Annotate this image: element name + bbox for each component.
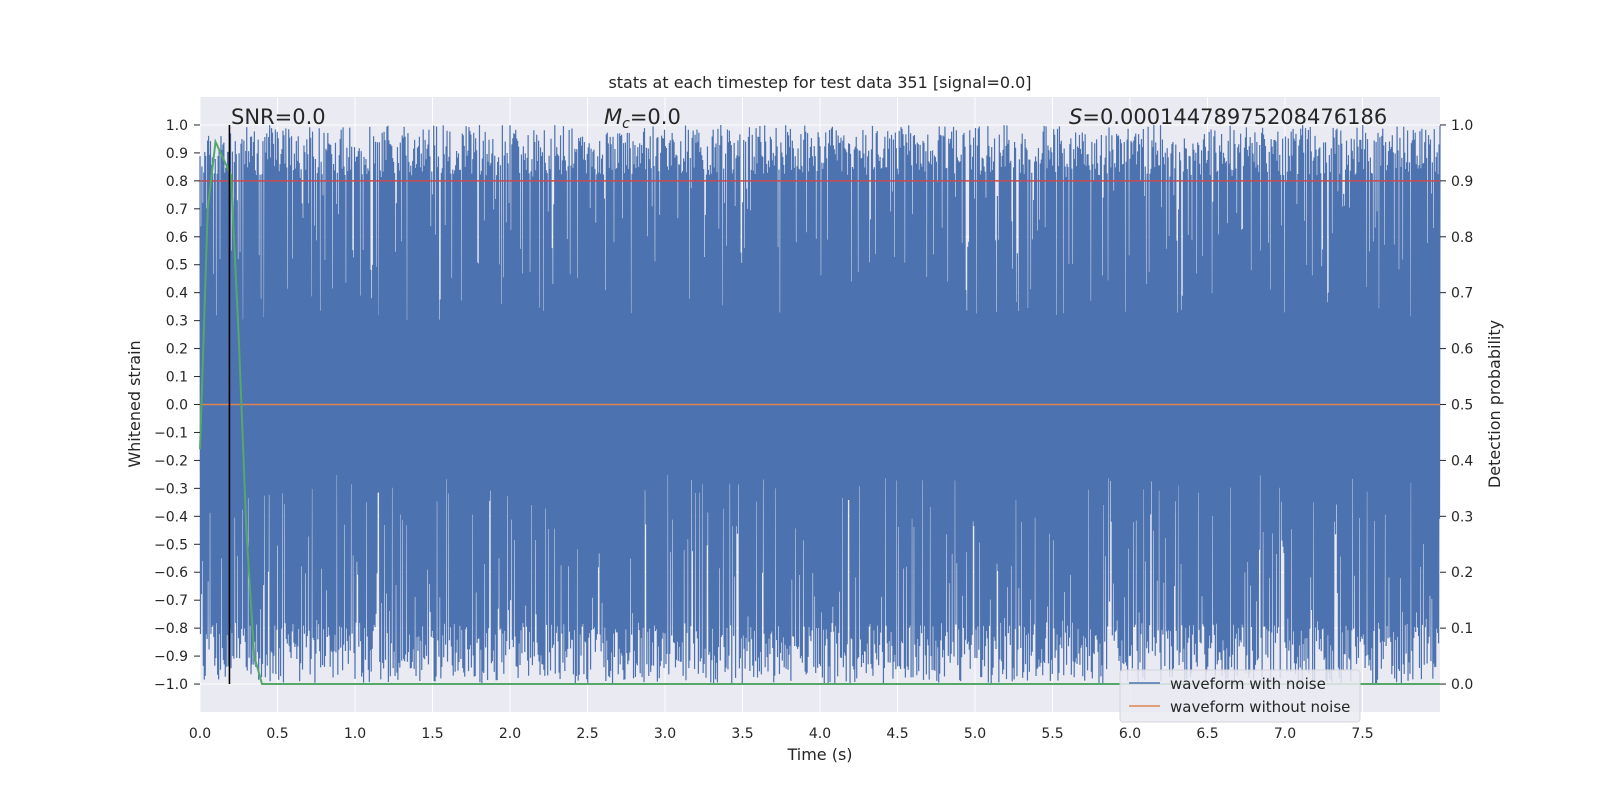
mc-symbol: M <box>604 105 622 129</box>
x-tick-label: 6.0 <box>1119 726 1141 742</box>
x-tick-label: 7.0 <box>1274 726 1296 742</box>
y-tick-label: −0.1 <box>154 425 188 441</box>
y-tick-label: 0.0 <box>166 398 188 414</box>
y-tick-label: −0.5 <box>154 537 188 553</box>
chart-title: stats at each timestep for test data 351… <box>608 73 1031 92</box>
y2-tick-label: 0.2 <box>1451 565 1473 581</box>
x-tick-label: 1.0 <box>344 726 366 742</box>
legend-box <box>1119 669 1361 723</box>
y-tick-label: −0.8 <box>154 621 188 637</box>
x-tick-label: 1.5 <box>421 726 443 742</box>
x-tick-label: 7.5 <box>1351 726 1373 742</box>
y2-tick-label: 0.8 <box>1451 230 1473 246</box>
y2-tick-label: 0.3 <box>1451 509 1473 525</box>
mc-annotation: Mc=0.0 <box>604 105 681 132</box>
y-tick-label: −0.2 <box>154 453 188 469</box>
y2-tick-label: 0.1 <box>1451 621 1473 637</box>
y-tick-label: −1.0 <box>154 677 188 693</box>
x-tick-label: 0.0 <box>189 726 211 742</box>
x-tick-label: 5.0 <box>964 726 986 742</box>
y-tick-label: −0.6 <box>154 565 188 581</box>
y-tick-label: 0.3 <box>166 314 188 330</box>
y2-tick-label: 0.7 <box>1451 286 1473 302</box>
s-value: =0.00014478975208476186 <box>1082 105 1387 129</box>
y-tick-label: 1.0 <box>166 118 188 134</box>
x-tick-label: 2.5 <box>576 726 598 742</box>
y2-tick-label: 0.9 <box>1451 174 1473 190</box>
legend-label-clean: waveform without noise <box>1170 698 1350 716</box>
legend-label-noise: waveform with noise <box>1170 675 1326 693</box>
mc-subscript: c <box>622 116 630 132</box>
mc-value: =0.0 <box>630 105 681 129</box>
y-tick-label: 0.4 <box>166 286 188 302</box>
x-tick-label: 6.5 <box>1196 726 1218 742</box>
x-tick-label: 4.5 <box>886 726 908 742</box>
x-tick-label: 3.0 <box>654 726 676 742</box>
y2-tick-label: 1.0 <box>1451 118 1473 134</box>
y-tick-label: −0.3 <box>154 481 188 497</box>
legend: waveform with noise waveform without noi… <box>1119 669 1361 723</box>
y-tick-label: 0.1 <box>166 370 188 386</box>
axis-ticks: 0.0 0.5 1.0 1.5 2.0 2.5 3.0 3.5 4.0 4.5 5.0 5.5 6.0 6… <box>154 118 1473 742</box>
y-tick-label: 0.6 <box>166 230 188 246</box>
y-tick-label: 0.2 <box>166 342 188 358</box>
y2-tick-label: 0.0 <box>1451 677 1473 693</box>
y2-tick-label: 0.4 <box>1451 453 1473 469</box>
y-tick-label: 0.8 <box>166 174 188 190</box>
x-tick-label: 2.0 <box>499 726 521 742</box>
y-tick-label: −0.4 <box>154 509 188 525</box>
s-symbol: S <box>1069 105 1082 129</box>
y2-tick-label: 0.5 <box>1451 398 1473 414</box>
x-tick-label: 3.5 <box>731 726 753 742</box>
s-annotation: S=0.00014478975208476186 <box>1069 105 1387 129</box>
y-tick-label: −0.9 <box>154 649 188 665</box>
y-tick-label: 0.9 <box>166 146 188 162</box>
y-tick-label: 0.7 <box>166 202 188 218</box>
y-tick-label: −0.7 <box>154 593 188 609</box>
waveform-with-noise-line <box>199 124 1441 685</box>
x-tick-label: 4.0 <box>809 726 831 742</box>
y2-axis-label: Detection probability <box>1485 320 1504 488</box>
x-tick-label: 0.5 <box>266 726 288 742</box>
series-lines <box>199 124 1440 686</box>
series-waveform-with-noise <box>199 124 1441 685</box>
y2-tick-label: 0.6 <box>1451 342 1473 358</box>
snr-annotation: SNR=0.0 <box>231 105 326 129</box>
detection-probability-line <box>199 138 1440 686</box>
y-axis-label: Whitened strain <box>125 340 144 467</box>
y-tick-label: 0.5 <box>166 258 188 274</box>
x-tick-label: 5.5 <box>1041 726 1063 742</box>
x-axis-label: Time (s) <box>786 745 852 764</box>
